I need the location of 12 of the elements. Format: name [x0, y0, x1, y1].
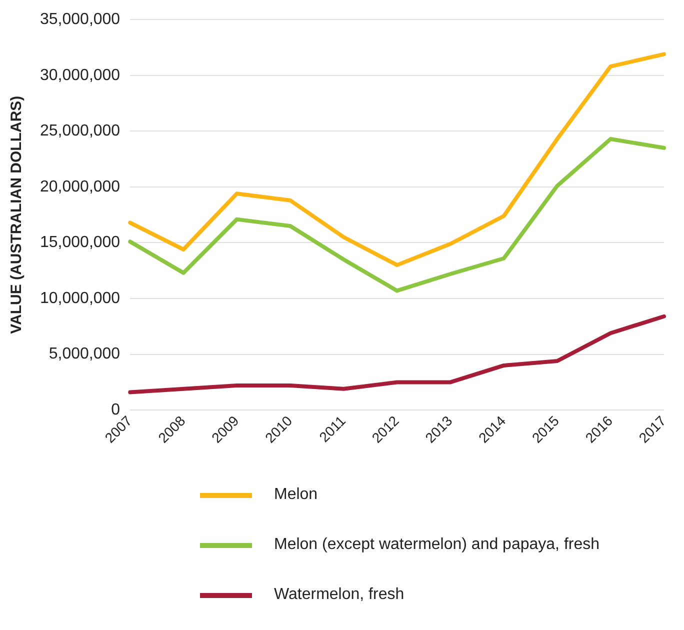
y-tick-label: 20,000,000 — [40, 178, 120, 196]
y-axis-title: VALUE (AUSTRALIAN DOLLARS) — [8, 96, 26, 334]
y-tick-label: 5,000,000 — [48, 346, 120, 363]
y-tick-label: 25,000,000 — [40, 122, 120, 140]
legend-label: Melon — [274, 486, 318, 504]
y-tick-label: 30,000,000 — [40, 66, 120, 84]
y-tick-label: 0 — [111, 402, 120, 419]
y-tick-label: 15,000,000 — [40, 234, 120, 252]
legend-label: Watermelon, fresh — [274, 586, 404, 604]
y-tick-label: 10,000,000 — [40, 290, 120, 307]
legend-label: Melon (except watermelon) and papaya, fresh — [274, 536, 600, 554]
y-tick-label: 35,000,000 — [40, 11, 120, 28]
